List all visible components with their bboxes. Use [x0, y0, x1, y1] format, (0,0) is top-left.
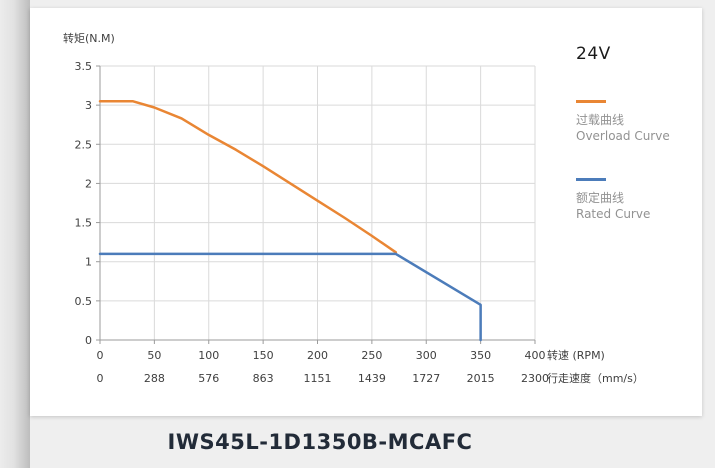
svg-text:1439: 1439 — [358, 372, 386, 385]
svg-text:0: 0 — [97, 372, 104, 385]
svg-text:0: 0 — [97, 349, 104, 362]
svg-text:150: 150 — [253, 349, 274, 362]
svg-text:250: 250 — [361, 349, 382, 362]
rated-curve-label-cn: 额定曲线 — [576, 191, 625, 205]
svg-text:3: 3 — [85, 99, 92, 112]
svg-text:100: 100 — [198, 349, 219, 362]
svg-text:转矩(N.M): 转矩(N.M) — [63, 31, 115, 45]
svg-text:1151: 1151 — [304, 372, 332, 385]
svg-text:200: 200 — [307, 349, 328, 362]
legend-entry-overload: 过载曲线 Overload Curve — [576, 100, 696, 144]
svg-text:2.5: 2.5 — [75, 138, 93, 151]
svg-text:0.5: 0.5 — [75, 295, 93, 308]
svg-text:2300: 2300 — [521, 372, 549, 385]
torque-speed-chart: 00.511.522.533.5005028810057615086320011… — [63, 31, 644, 385]
svg-text:1.5: 1.5 — [75, 217, 93, 230]
svg-text:400: 400 — [525, 349, 546, 362]
page-edge-shading — [0, 0, 30, 468]
svg-text:350: 350 — [470, 349, 491, 362]
svg-text:300: 300 — [416, 349, 437, 362]
svg-text:576: 576 — [198, 372, 219, 385]
svg-text:288: 288 — [144, 372, 165, 385]
rated-curve-swatch — [576, 178, 606, 181]
overload-curve-label-en: Overload Curve — [576, 129, 670, 143]
svg-text:3.5: 3.5 — [75, 60, 93, 73]
svg-text:0: 0 — [85, 334, 92, 347]
svg-text:1: 1 — [85, 256, 92, 269]
overload-curve-label-cn: 过载曲线 — [576, 113, 625, 127]
product-model-title: IWS45L-1D1350B-MCAFC — [167, 430, 473, 454]
legend-entry-rated: 额定曲线 Rated Curve — [576, 178, 696, 222]
svg-text:1727: 1727 — [412, 372, 440, 385]
voltage-label: 24V — [576, 44, 611, 64]
svg-text:863: 863 — [253, 372, 274, 385]
svg-text:50: 50 — [147, 349, 161, 362]
svg-text:行走速度（mm/s）: 行走速度（mm/s） — [547, 371, 644, 385]
svg-text:2015: 2015 — [467, 372, 495, 385]
chart-card: 0 0.5 1 1.5 2 2.5 3 3.5 0 0 50 288 100 576 150 863 200 11… — [30, 8, 702, 416]
svg-text:转速 (RPM): 转速 (RPM) — [547, 348, 605, 362]
rated-curve-label-en: Rated Curve — [576, 207, 651, 221]
svg-text:2: 2 — [85, 177, 92, 190]
overload-curve-swatch — [576, 100, 606, 103]
chart-legend: 过载曲线 Overload Curve 额定曲线 Rated Curve — [576, 100, 696, 256]
